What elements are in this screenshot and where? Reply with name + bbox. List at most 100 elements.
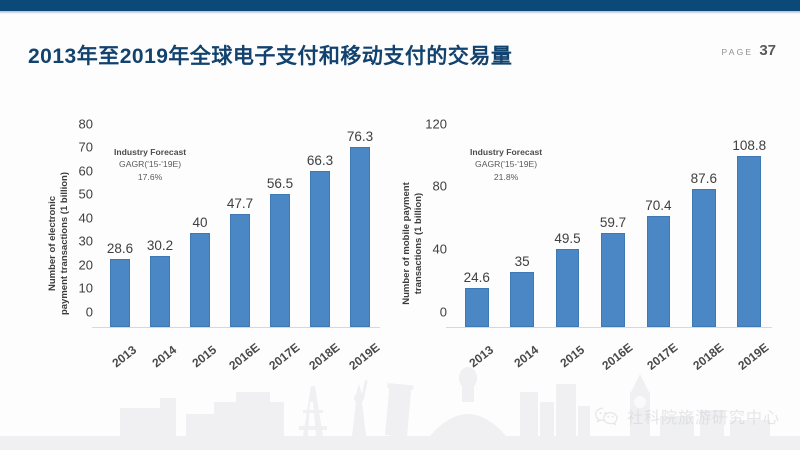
footer-logo: 社科院旅游研究中心 [594,404,780,428]
forecast-annotation-line1: Industry Forecast [470,147,543,157]
bar-value-label: 56.5 [266,175,294,191]
x-axis-tick-label: 2015 [189,342,220,371]
y-axis-tick-label: 50 [78,186,93,202]
bar-slot: 108.8 [727,138,772,327]
page-indicator: PAGE 37 [722,42,776,59]
bar-value-label: 30.2 [146,237,174,253]
x-axis-tick-label: 2017E [644,340,681,373]
bar-slot: 24.6 [454,139,499,327]
y-axis-title: Number of electronic payment transaction… [46,136,72,351]
y-axis-title-line1: Number of electronic [47,195,59,292]
bar[interactable] [692,189,716,327]
bar[interactable] [109,259,131,327]
bar[interactable] [646,216,671,327]
x-axis-tick-label: 2013 [466,342,496,371]
x-axis-tick-label: 2018E [306,340,343,373]
y-axis-title-line1: Number of mobile payment [401,182,413,305]
bar-slot: 40 [180,139,220,327]
forecast-annotation-line3: 21.8% [493,171,519,182]
y-axis-tick-label: 20 [78,257,93,272]
y-axis-title-line2: transactions (1 billion) [413,192,424,295]
bar-slot: 30.2 [140,139,180,327]
bar[interactable] [737,156,762,327]
top-accent-bar-shadow [0,11,800,14]
bar-series: 28.6 30.2 40 47.7 56.5 66.3 76.3 [100,129,380,327]
y-axis-tick-label: 60 [78,163,93,178]
bar-value-label: 59.7 [599,214,627,230]
bar[interactable] [189,232,211,327]
page-label: PAGE [721,47,754,57]
bar-value-label: 35 [514,253,530,269]
forecast-annotation-line1: Industry Forecast [114,147,187,157]
y-axis-tick-label: 40 [78,210,93,225]
bar[interactable] [229,214,251,327]
bar-value-label: 70.4 [645,198,672,214]
bar[interactable] [309,170,331,327]
forecast-annotation-line2: GAGR('15-'19E) [475,159,538,170]
bar[interactable] [349,147,371,327]
y-axis-tick-label: 10 [78,280,93,296]
x-axis-tick-label: 2015 [557,342,587,371]
x-axis-tick-label: 2019E [346,340,383,373]
top-accent-bar [0,0,800,11]
forecast-annotation-line2: GAGR('15-'19E) [119,159,182,170]
bar-value-label: 40 [192,214,208,230]
y-axis-title: Number of mobile payment transactions (1… [400,136,426,351]
x-axis-labels: 2013 2014 2015 2016E 2017E 2018E 2019E [454,340,772,397]
bar-slot: 70.4 [636,139,681,327]
y-axis-tick-label: 0 [85,304,93,319]
x-axis-tick-label: 2014 [511,342,542,371]
x-axis-tick-label: 2016E [226,340,263,373]
plot-area: 0 40 80 120 24.6 35 49.5 59.7 70.4 87.6 108.8 201… [425,116,772,373]
wechat-icon [594,407,618,426]
x-axis-tick-label: 2016E [599,340,636,373]
footer-logo-text: 社科院旅游研究中心 [626,408,780,427]
x-axis-line [92,326,380,328]
x-axis-line [446,326,772,328]
bar-value-label: 76.3 [346,129,374,145]
y-axis-tick-label: 120 [425,116,447,131]
bar[interactable] [555,248,580,327]
bar[interactable] [601,232,625,327]
y-axis-tick-label: 70 [78,139,93,155]
x-axis-tick-label: 2014 [149,342,180,371]
bar-value-label: 66.3 [306,152,334,168]
x-axis-tick-label: 2018E [690,340,727,373]
bar-value-label: 108.8 [732,138,767,154]
plot-area: 0 10 20 30 40 50 60 70 80 28.6 30.2 40 47.7 56.5 66.3… [79,116,383,373]
y-axis-tick-label: 30 [78,233,93,249]
bar-series: 24.6 35 49.5 59.7 70.4 87.6 108.8 [454,138,772,327]
bar[interactable] [510,271,534,327]
bar-value-label: 49.5 [554,230,581,246]
bar-value-label: 24.6 [463,269,490,285]
bar-slot: 35 [499,139,544,327]
bar[interactable] [269,193,291,327]
forecast-annotation-line3: 17.6% [137,171,163,182]
bar-slot: 47.7 [220,139,260,327]
x-axis-tick-label: 2019E [735,340,772,373]
bar-value-label: 28.6 [106,241,134,257]
page-title: 2013年至2019年全球电子支付和移动支付的交易量 [28,45,513,68]
chart-mobile-payment: Number of mobile payment transactions (1… [392,116,782,373]
y-axis-tick-label: 80 [78,116,93,131]
y-axis-tick-label: 40 [432,241,447,257]
bar-slot: 56.5 [260,139,300,327]
x-axis-tick-label: 2013 [109,342,140,371]
forecast-annotation: Industry Forecast GAGR('15-'19E) 21.8% [470,146,542,183]
forecast-annotation: Industry Forecast GAGR('15-'19E) 17.6% [114,146,186,183]
y-axis-tick-label: 80 [432,178,447,194]
page-number: 37 [759,42,776,59]
x-axis-tick-label: 2017E [266,340,303,373]
bar-value-label: 47.7 [226,196,254,212]
y-axis-title-line2: payment transactions (1 billion) [59,171,70,316]
y-axis-tick-label: 0 [439,304,447,319]
bar-slot: 66.3 [300,139,340,327]
bar-slot: 28.6 [100,139,140,327]
bar-slot: 87.6 [681,139,726,327]
bar-slot: 49.5 [545,139,590,327]
bar-value-label: 87.6 [690,171,717,187]
bar[interactable] [464,287,489,327]
bar[interactable] [149,255,171,327]
bar-slot: 76.3 [340,129,380,327]
chart-electronic-payment: Number of electronic payment transaction… [22,116,392,373]
